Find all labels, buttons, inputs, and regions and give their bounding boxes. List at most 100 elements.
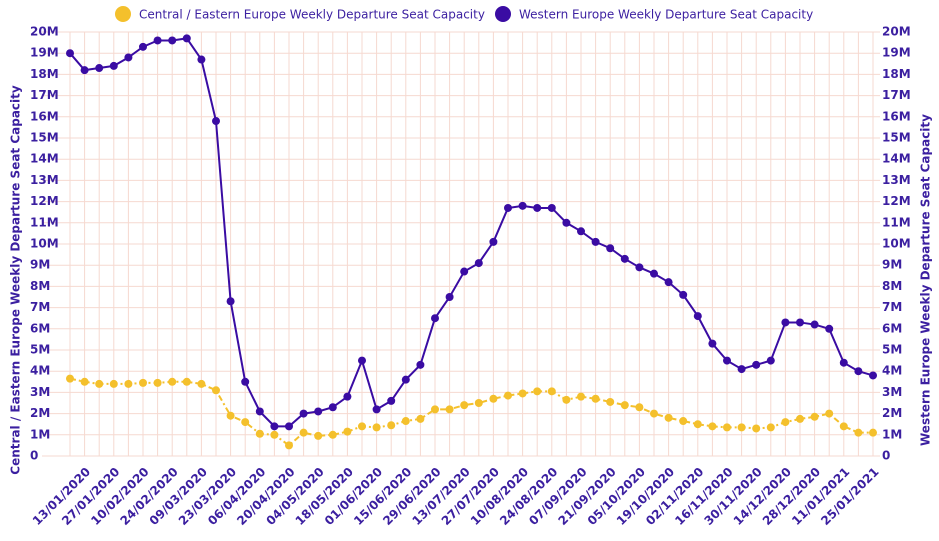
data-point [401, 417, 410, 426]
data-point [504, 391, 512, 400]
y-tick-label: 4M [30, 364, 50, 378]
legend-marker [115, 6, 131, 22]
data-point [285, 441, 293, 450]
data-point [95, 379, 104, 388]
data-point [693, 312, 702, 321]
data-point [825, 324, 834, 333]
y-tick-label: 0 [30, 449, 38, 463]
y2-tick-label: 15M [882, 131, 911, 145]
y-tick-label: 18M [30, 67, 59, 81]
grid [42, 31, 880, 457]
data-point [650, 269, 658, 278]
data-point [869, 428, 877, 437]
data-point [358, 422, 366, 431]
data-point [66, 374, 74, 383]
data-point [810, 412, 819, 421]
data-point [343, 427, 352, 436]
data-point [372, 405, 381, 414]
y2-tick-label: 19M [882, 46, 911, 60]
y-tick-label: 11M [30, 215, 59, 229]
data-point [80, 377, 89, 386]
data-point [766, 356, 775, 365]
data-point [606, 397, 615, 406]
y-tick-label: 15M [30, 131, 59, 145]
data-point [693, 420, 702, 429]
data-point [270, 422, 279, 431]
data-point [153, 36, 162, 45]
data-point [489, 237, 498, 246]
y-tick-label: 19M [30, 46, 59, 60]
data-point [80, 66, 89, 75]
y-tick-label: 20M [30, 25, 59, 39]
data-point [255, 429, 264, 438]
data-point [226, 297, 235, 306]
data-point [401, 375, 410, 384]
y2-tick-label: 13M [882, 173, 911, 187]
series-line [69, 37, 874, 428]
data-point [796, 414, 804, 423]
data-point [445, 293, 454, 301]
data-point [708, 339, 717, 348]
y2-tick-label: 4M [882, 364, 902, 378]
data-point [547, 203, 556, 212]
y-tick-label: 10M [30, 237, 59, 251]
data-point [460, 401, 469, 410]
data-point [124, 53, 133, 62]
data-point [533, 387, 542, 396]
data-point [299, 409, 308, 418]
data-point [416, 414, 425, 423]
data-point [591, 394, 600, 403]
data-point [314, 407, 323, 416]
y2-tick-label: 5M [882, 343, 902, 357]
legend-label: Central / Eastern Europe Weekly Departur… [139, 8, 485, 22]
data-point [562, 218, 571, 227]
data-point [197, 55, 206, 64]
y2-tick-label: 20M [882, 25, 911, 39]
y-tick-label: 2M [30, 406, 50, 420]
y-tick-label: 16M [30, 109, 59, 123]
y2-axis-label: Western Europe Weekly Departure Seat Cap… [919, 114, 933, 446]
data-point [460, 267, 469, 276]
y2-tick-label: 8M [882, 279, 902, 293]
y-tick-label: 5M [30, 343, 50, 357]
data-point [620, 254, 629, 263]
y2-tick-label: 12M [882, 194, 911, 208]
y-tick-label: 17M [30, 88, 59, 102]
data-point [314, 431, 323, 440]
y2-tick-label: 3M [882, 385, 902, 399]
data-point [387, 421, 396, 430]
data-point [343, 392, 352, 401]
data-point [358, 356, 366, 365]
data-point [124, 379, 133, 388]
data-point [504, 203, 512, 212]
data-point [168, 36, 177, 45]
data-point [577, 227, 585, 236]
data-point [474, 399, 483, 407]
series-line [69, 377, 873, 447]
data-point [650, 409, 658, 418]
y-tick-label: 12M [30, 194, 59, 208]
y2-tick-label: 1M [882, 427, 902, 441]
data-point [547, 387, 556, 396]
data-point [139, 42, 147, 51]
data-point [474, 259, 483, 268]
data-point [723, 356, 731, 365]
data-point [562, 395, 571, 404]
data-point [285, 422, 293, 431]
data-point [839, 422, 848, 431]
data-point [212, 386, 220, 395]
data-point [328, 403, 337, 412]
legend-marker [495, 6, 511, 22]
data-point [168, 377, 177, 386]
data-point [781, 318, 790, 327]
data-point [825, 409, 834, 418]
data-point [445, 405, 454, 414]
y2-tick-label: 16M [882, 109, 911, 123]
data-point [489, 394, 498, 403]
data-point [679, 290, 688, 299]
y-axis-label: Central / Eastern Europe Weekly Departur… [9, 85, 23, 475]
y-tick-label: 13M [30, 173, 59, 187]
y2-tick-label: 14M [882, 152, 911, 166]
